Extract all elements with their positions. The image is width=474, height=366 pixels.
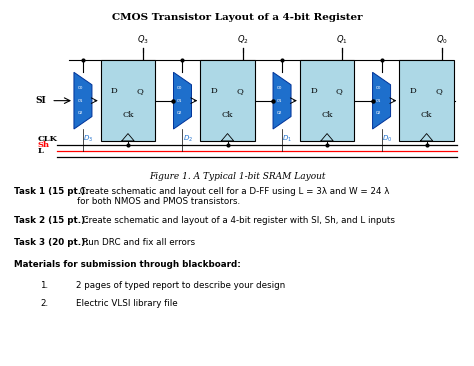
Text: 00: 00: [376, 86, 382, 90]
Text: Q: Q: [336, 87, 343, 95]
Bar: [100, 60, 155, 141]
Text: 2.: 2.: [40, 299, 48, 308]
Text: 02: 02: [77, 111, 83, 115]
Bar: [300, 60, 354, 141]
Text: 02: 02: [276, 111, 282, 115]
Text: D: D: [210, 87, 217, 95]
Text: SI: SI: [36, 96, 46, 105]
Text: 00: 00: [77, 86, 83, 90]
Text: 01: 01: [276, 99, 282, 102]
Text: $D_2$: $D_2$: [183, 133, 193, 143]
Text: Q: Q: [435, 87, 442, 95]
Text: Ck: Ck: [222, 111, 233, 119]
Polygon shape: [173, 72, 191, 129]
Text: $Q_3$: $Q_3$: [137, 34, 149, 46]
Text: Task 3 (20 pt.):: Task 3 (20 pt.):: [14, 238, 89, 247]
Text: $Q_1$: $Q_1$: [337, 34, 348, 46]
Text: Ck: Ck: [421, 111, 432, 119]
Text: Figure 1. A Typical 1-bit SRAM Layout: Figure 1. A Typical 1-bit SRAM Layout: [149, 172, 325, 181]
Text: 00: 00: [177, 86, 182, 90]
Text: Electric VLSI library file: Electric VLSI library file: [76, 299, 177, 308]
Text: Create schematic and layout of a 4-bit register with SI, Sh, and L inputs: Create schematic and layout of a 4-bit r…: [77, 216, 395, 225]
Text: Task 1 (15 pt.):: Task 1 (15 pt.):: [14, 187, 89, 196]
Text: $Q_2$: $Q_2$: [237, 34, 249, 46]
Text: $Q_0$: $Q_0$: [436, 34, 448, 46]
Text: 02: 02: [376, 111, 382, 115]
Text: 2 pages of typed report to describe your design: 2 pages of typed report to describe your…: [76, 281, 285, 290]
Text: 01: 01: [77, 99, 83, 102]
Polygon shape: [74, 72, 92, 129]
Text: Task 2 (15 pt.):: Task 2 (15 pt.):: [14, 216, 89, 225]
Text: L: L: [38, 147, 44, 155]
Text: Run DRC and fix all errors: Run DRC and fix all errors: [77, 238, 195, 247]
Polygon shape: [373, 72, 391, 129]
Text: CLK: CLK: [38, 135, 58, 143]
Text: Sh: Sh: [38, 141, 50, 149]
Text: $D_0$: $D_0$: [382, 133, 392, 143]
Text: 01: 01: [177, 99, 182, 102]
Text: 02: 02: [177, 111, 182, 115]
Text: Q: Q: [236, 87, 243, 95]
Text: $D_3$: $D_3$: [83, 133, 93, 143]
Bar: [200, 60, 255, 141]
Text: D: D: [111, 87, 118, 95]
Text: Q: Q: [137, 87, 144, 95]
Text: Create schematic and layout cell for a D-FF using L = 3λ and W = 24 λ
for both N: Create schematic and layout cell for a D…: [77, 187, 390, 206]
Text: Ck: Ck: [122, 111, 134, 119]
Bar: [399, 60, 454, 141]
Text: 1.: 1.: [40, 281, 48, 290]
Polygon shape: [273, 72, 291, 129]
Text: 01: 01: [376, 99, 382, 102]
Text: $D_1$: $D_1$: [283, 133, 292, 143]
Text: Materials for submission through blackboard:: Materials for submission through blackbo…: [14, 260, 241, 269]
Text: CMOS Transistor Layout of a 4-bit Register: CMOS Transistor Layout of a 4-bit Regist…: [112, 13, 362, 22]
Text: 00: 00: [276, 86, 282, 90]
Text: D: D: [310, 87, 317, 95]
Text: Ck: Ck: [321, 111, 333, 119]
Text: D: D: [410, 87, 416, 95]
